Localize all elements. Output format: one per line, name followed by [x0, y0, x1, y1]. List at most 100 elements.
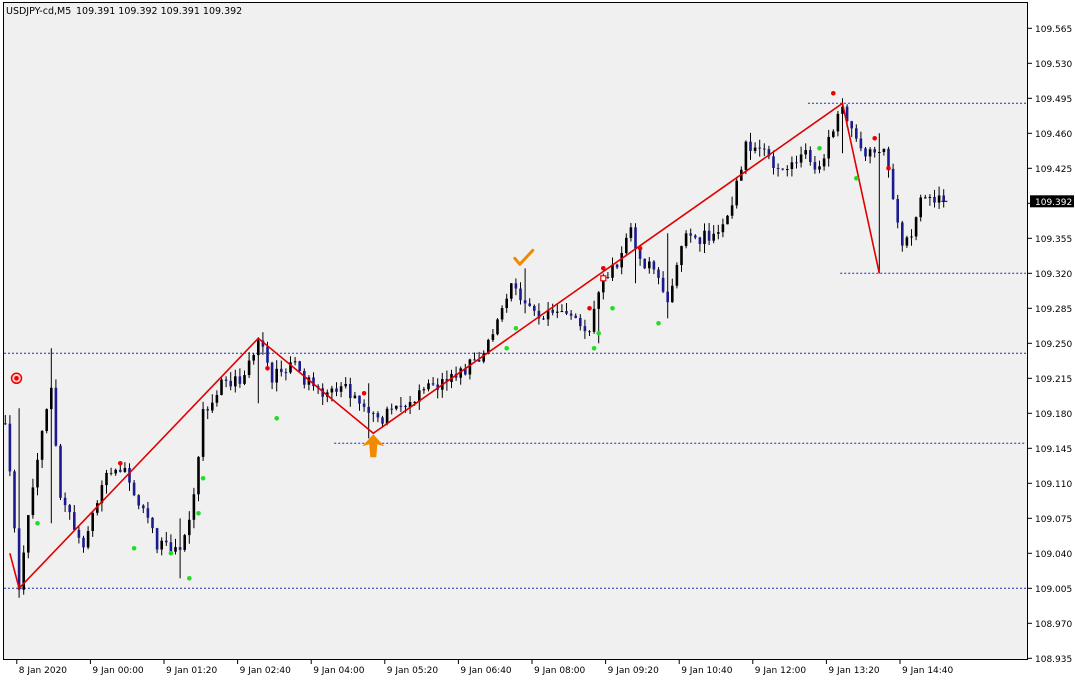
candle[interactable] — [82, 535, 85, 553]
candle[interactable] — [758, 139, 761, 157]
candle[interactable] — [31, 478, 35, 519]
candle[interactable] — [510, 282, 513, 302]
candle[interactable] — [519, 282, 522, 305]
candle[interactable] — [4, 415, 7, 425]
candle[interactable] — [183, 533, 186, 552]
candle[interactable] — [832, 129, 835, 139]
candle[interactable] — [376, 411, 380, 423]
candle[interactable] — [592, 300, 596, 334]
candle[interactable] — [275, 360, 278, 392]
candle[interactable] — [694, 234, 697, 240]
candle[interactable] — [293, 357, 297, 366]
candle[interactable] — [146, 501, 150, 524]
candle[interactable] — [606, 272, 610, 279]
candle[interactable] — [220, 377, 223, 396]
candle[interactable] — [160, 537, 163, 556]
candle[interactable] — [54, 379, 58, 447]
candle[interactable] — [827, 129, 830, 167]
candle[interactable] — [914, 216, 918, 241]
candle[interactable] — [859, 131, 863, 152]
candle[interactable] — [556, 303, 559, 319]
candle[interactable] — [45, 408, 48, 434]
candle[interactable] — [882, 148, 886, 156]
candle[interactable] — [132, 480, 136, 497]
candle[interactable] — [270, 361, 274, 390]
candle[interactable] — [772, 150, 775, 175]
candle[interactable] — [634, 223, 637, 284]
candle[interactable] — [408, 396, 412, 415]
candle[interactable] — [68, 503, 71, 520]
candle[interactable] — [809, 146, 812, 166]
candle[interactable] — [192, 487, 196, 529]
candle[interactable] — [17, 408, 21, 598]
candle[interactable] — [215, 390, 219, 407]
candle[interactable] — [137, 494, 140, 510]
candle[interactable] — [174, 538, 177, 555]
candle[interactable] — [63, 492, 67, 512]
candle[interactable] — [206, 406, 209, 420]
candle[interactable] — [431, 377, 435, 387]
candle[interactable] — [22, 545, 25, 595]
candle[interactable] — [234, 369, 237, 393]
candle[interactable] — [781, 168, 784, 171]
candle[interactable] — [753, 142, 757, 154]
candle[interactable] — [86, 526, 90, 550]
candle[interactable] — [155, 527, 159, 554]
candle[interactable] — [933, 189, 936, 208]
candle[interactable] — [533, 304, 536, 316]
candle[interactable] — [109, 467, 113, 476]
candle[interactable] — [36, 453, 39, 496]
candle[interactable] — [482, 350, 485, 364]
candle[interactable] — [385, 406, 389, 426]
candle[interactable] — [128, 463, 131, 491]
candle[interactable] — [689, 228, 692, 243]
candle[interactable] — [804, 143, 807, 159]
candle[interactable] — [390, 403, 393, 415]
candle[interactable] — [468, 358, 472, 380]
zigzag-line[interactable] — [9, 101, 881, 590]
candle[interactable] — [942, 189, 945, 208]
candle[interactable] — [583, 319, 587, 339]
candle[interactable] — [505, 293, 508, 313]
candle[interactable] — [551, 303, 554, 316]
candle[interactable] — [795, 155, 798, 169]
candle[interactable] — [50, 348, 53, 524]
candle[interactable] — [878, 133, 881, 274]
candle[interactable] — [422, 386, 426, 394]
candle[interactable] — [901, 220, 904, 252]
candle[interactable] — [353, 391, 357, 399]
candle[interactable] — [280, 360, 283, 377]
candle[interactable] — [891, 163, 895, 201]
candle[interactable] — [855, 124, 858, 142]
candle[interactable] — [542, 316, 545, 321]
candle[interactable] — [496, 318, 499, 336]
candle[interactable] — [712, 225, 715, 244]
candle[interactable] — [229, 372, 232, 391]
candle[interactable] — [40, 430, 44, 469]
candle[interactable] — [730, 196, 734, 219]
candle[interactable] — [763, 143, 766, 157]
candle[interactable] — [473, 352, 476, 361]
candle[interactable] — [790, 156, 794, 177]
candle[interactable] — [523, 268, 527, 314]
candle[interactable] — [178, 518, 182, 579]
candle[interactable] — [427, 379, 430, 392]
candle[interactable] — [896, 194, 899, 229]
candle[interactable] — [698, 236, 702, 252]
candle[interactable] — [247, 352, 251, 378]
candle[interactable] — [8, 415, 12, 477]
candle[interactable] — [652, 260, 656, 275]
candle[interactable] — [822, 153, 826, 171]
candle[interactable] — [114, 468, 117, 476]
candle[interactable] — [284, 368, 288, 381]
candle[interactable] — [818, 160, 821, 174]
candle[interactable] — [252, 353, 255, 365]
candle[interactable] — [459, 366, 462, 385]
candle[interactable] — [362, 399, 366, 412]
candle[interactable] — [615, 263, 619, 270]
candle[interactable] — [666, 233, 669, 319]
candle[interactable] — [142, 504, 145, 514]
candle[interactable] — [717, 224, 720, 240]
candle[interactable] — [924, 194, 927, 199]
